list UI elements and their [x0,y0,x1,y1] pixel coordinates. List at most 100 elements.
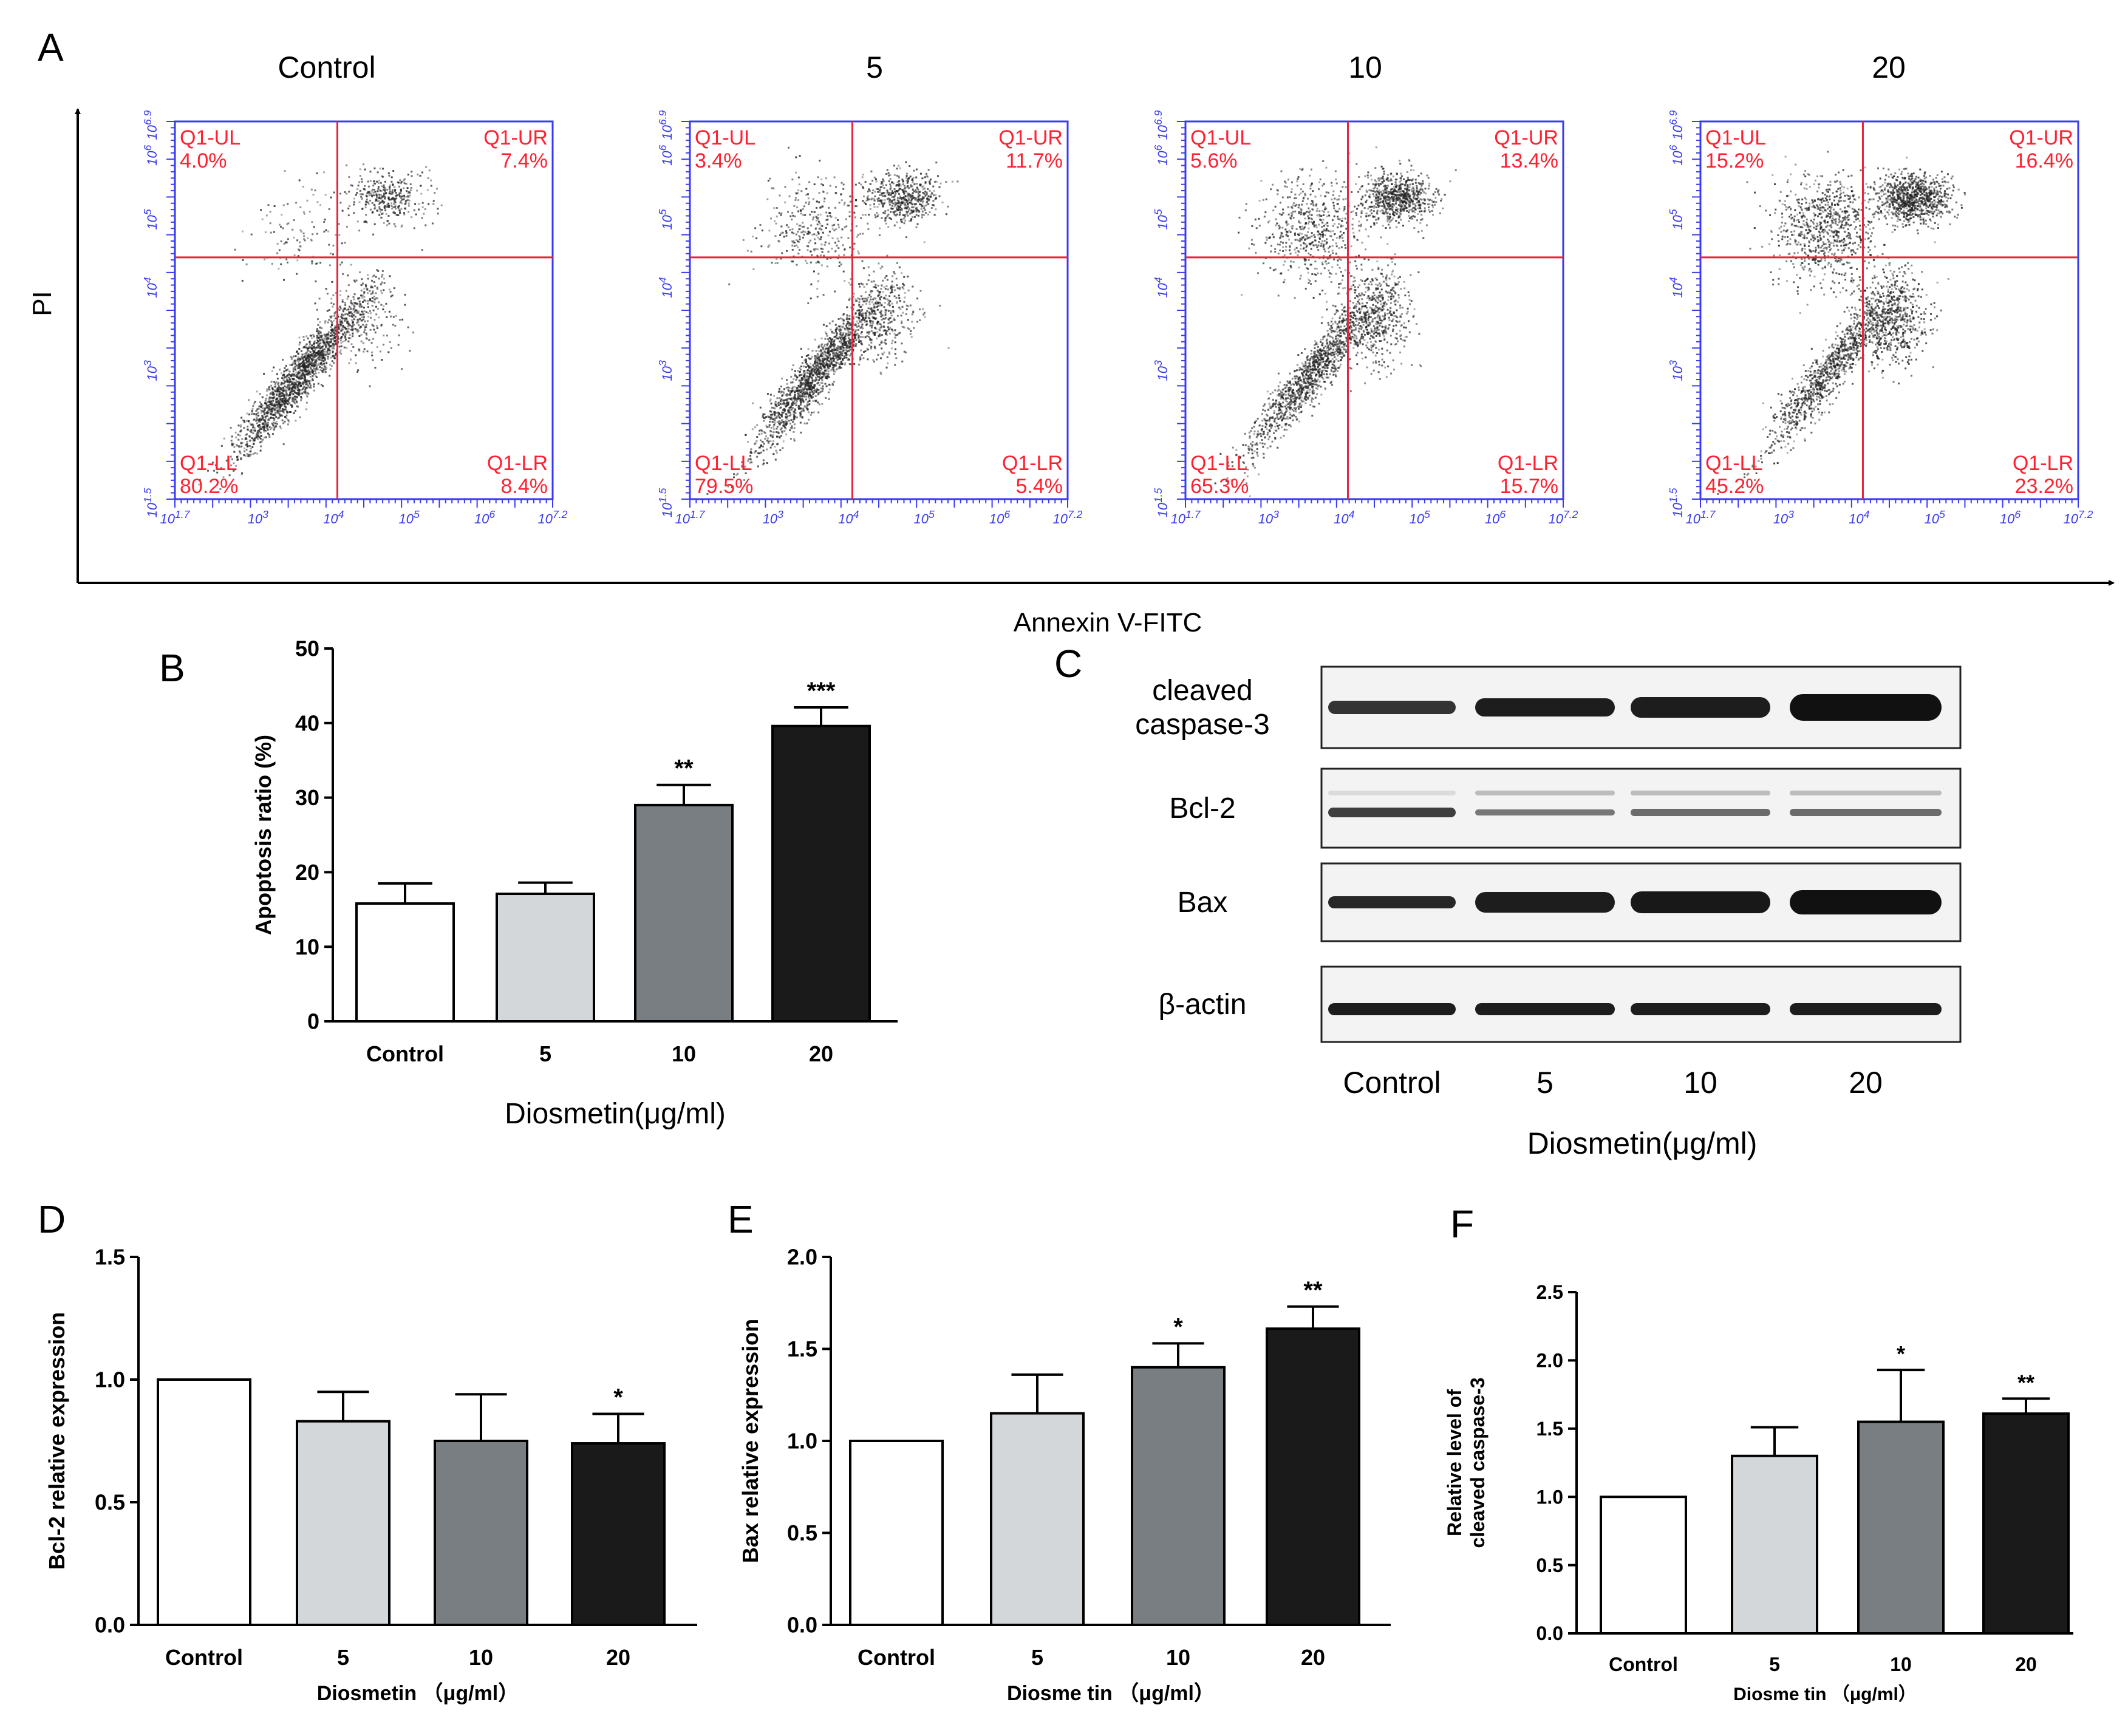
flow-x-tick-label: 103 [763,508,783,526]
flow-y-tick-label: 106.9 [142,110,160,140]
flow-event-cloud [706,146,959,495]
significance-marker: ** [2017,1370,2034,1395]
flow-x-tick-label: 105 [1924,508,1945,526]
chart-x-tick-label: Control [1609,1653,1678,1675]
quadrant-label-lr: Q1-LR [487,452,548,475]
quadrant-value-ul: 15.2% [1705,149,1764,172]
flow-x-tick-label: 101.7 [160,508,191,526]
chart-x-axis-label: Diosmetin （μg/ml） [317,1681,519,1705]
flow-y-tick-label: 105 [142,209,160,230]
chart-x-tick-label: 5 [1769,1653,1780,1675]
blot-band [1475,892,1615,913]
chart-y-tick-label: 0.5 [787,1520,817,1545]
quadrant-value-ul: 4.0% [180,149,227,172]
blot-lane-label: Control [1343,1066,1441,1100]
significance-marker: ** [1303,1277,1323,1304]
flow-x-tick-label: 104 [1334,508,1354,526]
quadrant-value-lr: 5.4% [1016,475,1063,498]
chart-x-tick-label: 10 [469,1645,493,1670]
chart-y-tick-label: 1.5 [787,1336,817,1361]
quadrant-value-ul: 5.6% [1190,149,1238,172]
blot-band [1631,891,1770,913]
chart-y-tick-label: 2.0 [1536,1350,1563,1372]
flow-plot-5: 5 101.5 103 104 105 106 106.9 101.7 103 104 105 106… [656,50,1082,526]
blot-row-1: Bcl-2 [1169,768,1962,849]
flow-x-tick-label: 106 [474,508,495,526]
chart-y-tick-label: 40 [295,710,319,735]
chart-x-tick-label: 20 [1301,1645,1325,1670]
bar-5 [496,893,595,1023]
quadrant-label-lr: Q1-LR [2013,452,2073,475]
chart-x-tick-label: 5 [539,1041,551,1066]
flow-y-tick-label: 103 [1152,360,1170,381]
chart-y-tick-label: 1.0 [95,1367,125,1392]
chart-x-tick-label: 10 [672,1041,696,1066]
quadrant-label-ll: Q1-LL [1705,452,1763,475]
chart-x-axis-label: Diosme tin （μg/ml） [1733,1684,1917,1704]
panel-b-apoptosis-chart: 0 10 20 30 40 50 Apoptosis ratio (%) Control 5 **… [251,636,898,1130]
blot-lane-label: 20 [1849,1066,1883,1100]
chart-y-axis-label: Bax relative expression [738,1319,763,1563]
flow-plot-title: 20 [1872,50,1906,84]
quadrant-label-ul: Q1-UL [1705,126,1766,149]
flow-event-cloud [1214,146,1457,497]
panel-d-bcl2-chart: 0.0 0.5 1.0 1.5 Bcl-2 relative expression Con… [44,1245,697,1705]
flow-y-tick-label: 106 [1667,145,1685,165]
flow-y-tick-label: 106.9 [1667,110,1685,140]
chart-y-tick-label: 20 [295,860,319,885]
flow-x-tick-label: 104 [1849,508,1869,526]
chart-y-tick-label: 10 [295,934,319,959]
blot-row-label: β-actin [1159,989,1247,1021]
flow-x-tick-label: 104 [838,508,859,526]
flow-event-cloud [1717,151,1966,495]
chart-x-tick-label: 5 [1031,1645,1043,1670]
chart-y-axis-label: cleaved caspase-3 [1467,1377,1489,1548]
significance-marker: *** [807,678,836,704]
blot-band [1631,1003,1770,1015]
bar-10 [1131,1366,1226,1627]
blot-band-faint [1475,791,1615,795]
flow-y-tick-label: 103 [142,360,160,381]
panel-e-bax-chart: 0.0 0.5 1.0 1.5 2.0 Bax relative expression Co… [738,1245,1391,1705]
quadrant-value-ul: 3.4% [695,149,742,172]
blot-row-label: Bcl-2 [1169,792,1235,825]
flow-y-tick-label: 106.9 [1152,110,1170,140]
panel-letter-e: E [728,1197,754,1241]
blot-band [1790,809,1942,816]
bar-10 [634,803,734,1023]
significance-marker: ** [674,755,694,782]
quadrant-value-ur: 16.4% [2015,149,2073,172]
quadrant-label-ur: Q1-UR [483,126,548,149]
chart-y-axis-label: Apoptosis ratio (%) [251,735,276,935]
chart-y-tick-label: 1.0 [1536,1486,1563,1508]
blot-band-faint [1790,791,1942,795]
bar-10 [434,1440,528,1626]
quadrant-label-ll: Q1-LL [1190,452,1248,475]
bar-20 [1266,1327,1360,1626]
chart-x-tick-label: 5 [337,1645,349,1670]
chart-y-tick-label: 0 [307,1009,319,1034]
flow-x-tick-label: 103 [248,508,268,526]
flow-y-tick-label: 104 [1667,277,1685,298]
blot-band-faint [1631,791,1770,795]
significance-marker: * [1897,1341,1905,1366]
blot-row-label: cleaved [1152,675,1252,707]
chart-y-tick-label: 50 [295,636,319,661]
quadrant-value-ur: 11.7% [1006,149,1063,172]
quadrant-label-ul: Q1-UL [1190,126,1251,149]
quadrant-value-ur: 13.4% [1500,149,1558,172]
chart-x-axis-label: Diosme tin （μg/ml） [1007,1681,1215,1705]
panel-letter-a: A [38,26,64,69]
chart-y-tick-label: 2.0 [787,1245,817,1270]
quadrant-label-ll: Q1-LL [180,452,237,475]
blot-band [1328,808,1456,817]
flow-y-tick-label: 104 [656,277,675,298]
quadrant-label-ul: Q1-UL [180,126,240,149]
quadrant-label-ll: Q1-LL [695,452,752,475]
chart-y-axis-label: Bcl-2 relative expression [44,1312,69,1570]
chart-x-tick-label: 20 [2015,1653,2037,1675]
chart-y-tick-label: 0.0 [787,1613,817,1638]
